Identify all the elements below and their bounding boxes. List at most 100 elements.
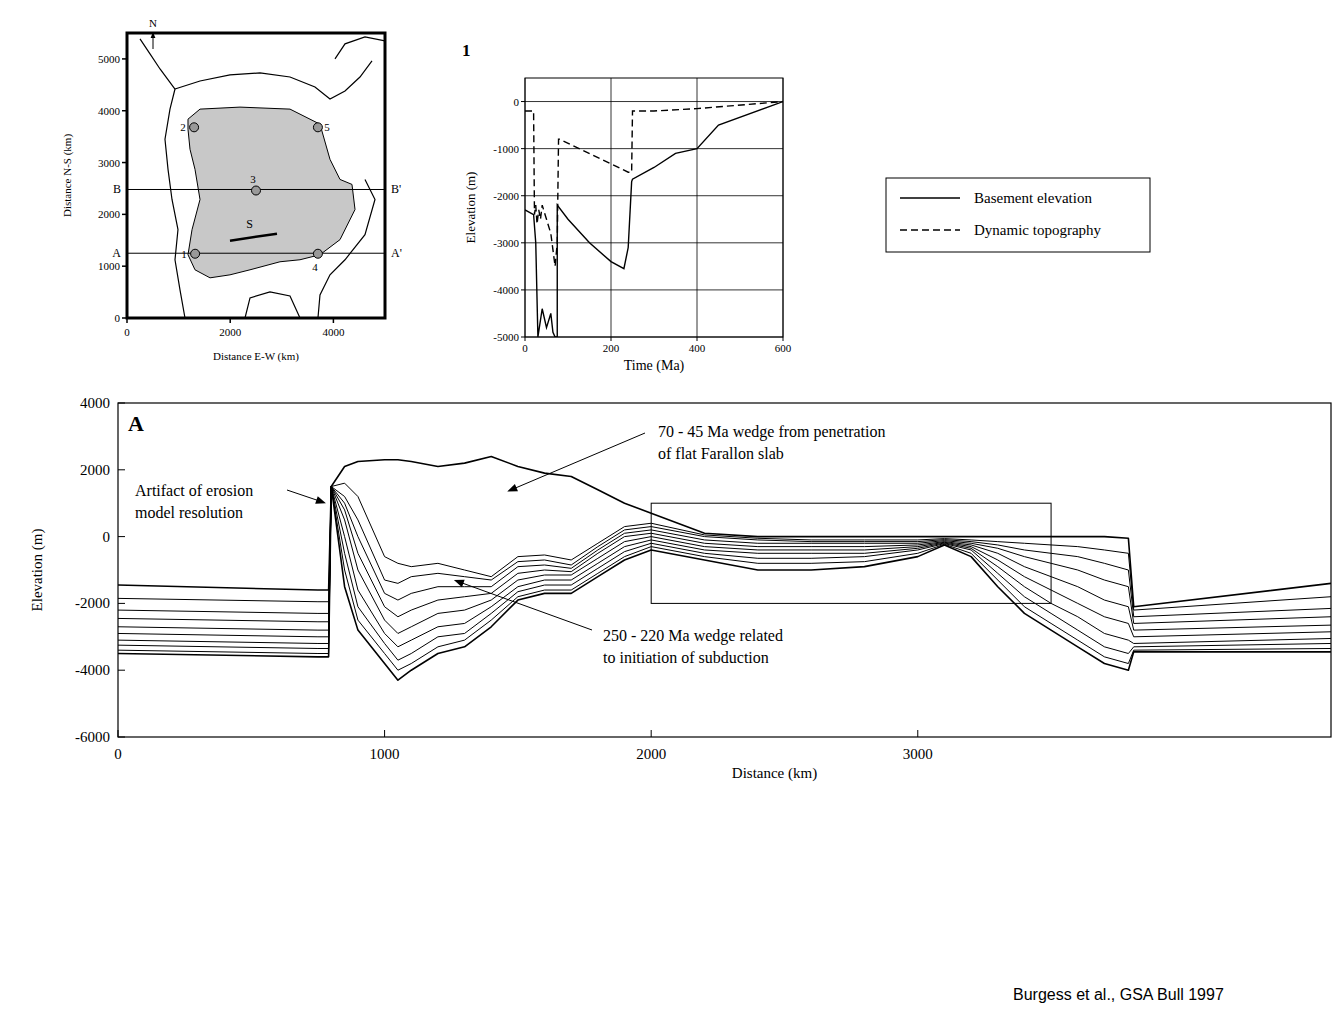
y-tick [122,110,127,112]
legend-label: Dynamic topography [974,222,1102,238]
arrow-head [454,580,465,588]
y-tick-label: 4000 [80,395,110,411]
y-tick [122,317,127,319]
annotation-line: 250 - 220 Ma wedge related [603,627,783,645]
location-point [190,123,199,132]
point-label: 2 [180,121,186,133]
horizon-line [118,487,1331,647]
x-tick [333,318,335,323]
y-tick-label: -2000 [493,190,519,202]
section-label: A [112,246,121,260]
legend-swatch [900,229,960,230]
y-tick-label: -5000 [493,331,519,343]
y-tick-label: -4000 [493,284,519,296]
point-label: 4 [312,261,318,273]
point-label: 5 [324,121,330,133]
grid-line [525,148,783,149]
chart-title: 1 [462,41,471,60]
y-tick [122,162,127,164]
y-tick [521,337,525,338]
legend-box [886,178,1150,252]
annotation-line: model resolution [135,504,243,521]
grid-line [697,78,698,337]
y-tick [118,469,125,470]
series-line [525,102,783,337]
y-tick-label: -2000 [75,595,110,611]
north-label: N [149,17,157,29]
segment-label: S [246,217,253,231]
y-tick-label: 5000 [98,53,121,65]
x-tick [651,730,652,737]
y-tick-label: -1000 [493,143,519,155]
annotation-arrow [460,582,592,630]
map-frame [127,33,385,318]
y-tick-label: 2000 [80,462,110,478]
horizon-line [118,456,1331,606]
x-tick-label: 0 [124,326,130,338]
annotation-arrow [287,490,319,501]
x-tick [525,337,526,341]
x-tick [917,730,918,737]
x-tick-label: 4000 [322,326,345,338]
x-tick [229,318,231,323]
y-tick [122,265,127,267]
annotation-line: to initiation of subduction [603,649,769,666]
location-point [313,249,322,258]
annotation: 70 - 45 Ma wedge from penetrationof flat… [658,423,885,462]
x-axis-title: Time (Ma) [624,358,685,374]
y-axis-title: Elevation (m) [463,172,478,244]
x-tick [783,337,784,341]
x-tick [611,337,612,341]
x-tick-label: 3000 [903,746,933,762]
x-tick-label: 200 [603,342,620,354]
grid-line [525,101,783,102]
arrow-head [151,32,156,38]
plot-frame [525,78,783,337]
grid-line [525,289,783,290]
y-tick-label: 0 [103,529,111,545]
section-label: A' [391,246,402,260]
basin-region [188,107,355,278]
y-axis-title: Elevation (m) [29,529,46,612]
y-tick [122,58,127,60]
y-tick-label: 1000 [98,260,121,272]
x-axis-title: Distance (km) [732,765,817,782]
x-tick-label: 600 [775,342,792,354]
y-tick [521,148,525,149]
panel-letter: A [128,411,144,436]
series-line [525,102,783,267]
horizon-line [118,487,1331,671]
horizon-line [118,487,1331,617]
y-tick-label: 0 [514,96,520,108]
detail-box [651,503,1051,603]
horizon-line [118,487,1331,681]
location-point [191,249,200,258]
y-tick [118,737,125,738]
y-axis-title: Distance N-S (km) [61,134,74,217]
y-tick-label: -4000 [75,662,110,678]
y-tick-label: 2000 [98,208,121,220]
x-tick-label: 2000 [636,746,666,762]
x-axis-title: Distance E-W (km) [213,350,299,363]
annotation: Artifact of erosion model resolution [135,482,253,521]
annotation: 250 - 220 Ma wedge related to initiation … [603,627,783,666]
legend-label: Basement elevation [974,190,1092,206]
plot-area [525,102,783,337]
coastline [140,39,185,318]
figure: SAA'BB'123450200040000100020003000400050… [0,0,1339,1015]
grid-line [525,195,783,196]
legend-swatch [900,197,960,198]
y-tick [118,603,125,604]
location-point [252,186,261,195]
coastline [335,37,385,59]
coastline [318,179,375,318]
y-tick [118,670,125,671]
y-tick [118,403,125,404]
x-tick-label: 400 [689,342,706,354]
y-tick [521,101,525,102]
section-label: B' [391,182,401,196]
y-tick-label: 0 [115,312,121,324]
annotation-line: Artifact of erosion [135,482,253,499]
annotation-line: 70 - 45 Ma wedge from penetration [658,423,885,441]
y-tick-label: -3000 [493,237,519,249]
